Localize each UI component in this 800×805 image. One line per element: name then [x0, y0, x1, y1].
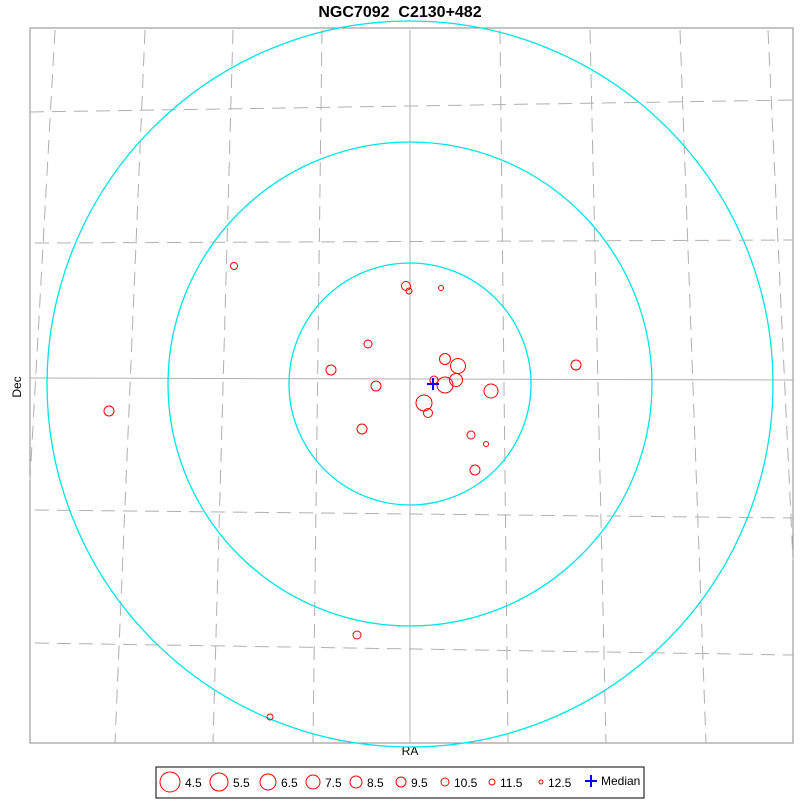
legend-label: 11.5: [500, 776, 523, 790]
star: [570, 359, 582, 371]
star: [266, 713, 274, 721]
star: [439, 353, 451, 365]
chart-title: NGC7092 C2130+482: [318, 4, 481, 21]
star: [469, 464, 481, 476]
legend-symbol: [305, 774, 321, 790]
legend-label: 10.5: [454, 776, 478, 790]
ring: [167, 141, 653, 627]
star: [370, 380, 382, 392]
legend-symbol: [209, 772, 229, 792]
y-axis-label: Dec: [10, 376, 24, 397]
legend-symbol: [259, 773, 277, 791]
star: [103, 405, 115, 417]
star: [449, 373, 463, 387]
legend-box: [155, 766, 645, 799]
legend-symbol: [159, 771, 181, 793]
legend-label: 8.5: [367, 776, 384, 790]
legend-symbol: [488, 778, 496, 786]
star: [356, 423, 368, 435]
star: [466, 430, 476, 440]
legend-label: 6.5: [281, 776, 298, 790]
ring: [46, 20, 774, 748]
legend-label: 5.5: [233, 776, 250, 790]
star: [325, 364, 337, 376]
legend-symbol: [538, 779, 544, 785]
star: [483, 383, 499, 399]
legend-label: Median: [601, 774, 640, 788]
legend-label: 7.5: [325, 776, 342, 790]
legend-label: 12.5: [548, 776, 572, 790]
legend-symbol: [395, 776, 407, 788]
plot-frame: [29, 27, 794, 744]
star: [405, 287, 413, 295]
ring: [288, 262, 532, 506]
legend-label: 4.5: [185, 776, 202, 790]
coordinate-grid: [29, 29, 794, 744]
star: [230, 262, 238, 270]
star: [438, 285, 444, 291]
legend-median-symbol: [585, 775, 597, 787]
median-marker: [427, 378, 439, 390]
star: [483, 441, 489, 447]
legend-symbol: [349, 775, 363, 789]
legend-symbol: [440, 777, 450, 787]
legend-label: 9.5: [411, 776, 428, 790]
star: [352, 630, 362, 640]
x-axis-label: RA: [402, 744, 419, 758]
star: [423, 408, 433, 418]
star: [363, 339, 373, 349]
